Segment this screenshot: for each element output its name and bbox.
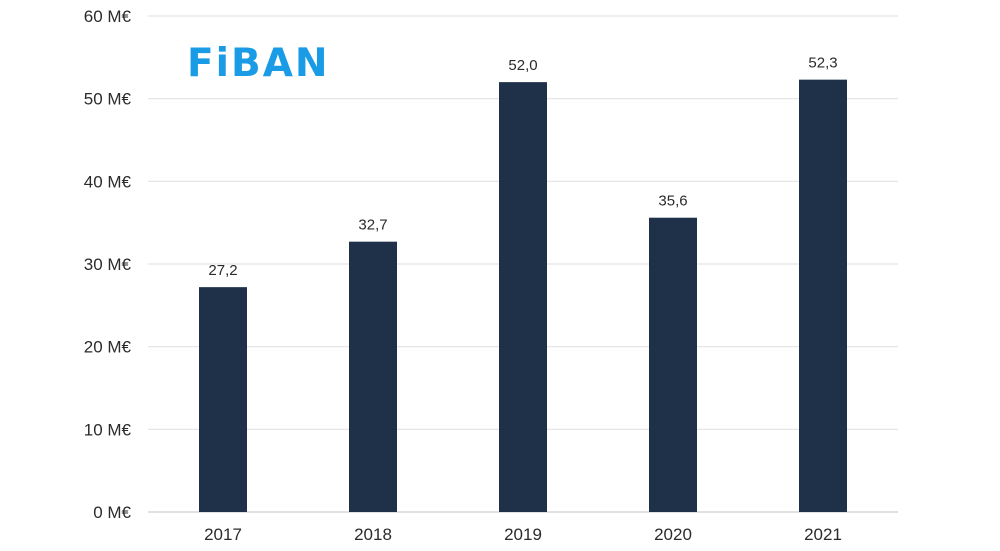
y-tick-label-40: 40 M€ [84, 172, 132, 191]
bar-2020 [649, 217, 697, 512]
y-tick-label-10: 10 M€ [84, 420, 132, 439]
x-tick-label-2021: 2021 [804, 525, 842, 544]
fiban-logo: FiBAN [187, 40, 339, 98]
bar-2019 [499, 82, 547, 512]
bar-2021 [799, 79, 847, 513]
data-labels: 27,2 32,7 52,0 35,6 52,3 [208, 55, 837, 279]
bar-2017 [199, 287, 247, 512]
y-tick-label-50: 50 M€ [84, 90, 132, 109]
x-axis-tick-labels: 2017 2018 2019 2020 2021 [204, 525, 842, 544]
x-tick-label-2017: 2017 [204, 525, 242, 544]
bar-2018 [349, 241, 397, 512]
data-label-2021: 52,3 [808, 55, 837, 72]
data-label-2019: 52,0 [508, 57, 537, 74]
data-label-2018: 32,7 [358, 217, 387, 234]
bars [199, 79, 847, 513]
x-tick-label-2019: 2019 [504, 525, 542, 544]
y-tick-label-30: 30 M€ [84, 255, 132, 274]
y-tick-label-60: 60 M€ [84, 7, 132, 26]
data-label-2017: 27,2 [208, 262, 237, 279]
x-tick-label-2018: 2018 [354, 525, 392, 544]
y-tick-label-20: 20 M€ [84, 338, 132, 357]
x-tick-label-2020: 2020 [654, 525, 692, 544]
data-label-2020: 35,6 [658, 193, 687, 210]
logo-text: FiBAN [187, 41, 330, 86]
y-tick-label-0: 0 M€ [93, 503, 131, 522]
y-axis-tick-labels: 0 M€ 10 M€ 20 M€ 30 M€ 40 M€ 50 M€ 60 M€ [84, 7, 132, 522]
